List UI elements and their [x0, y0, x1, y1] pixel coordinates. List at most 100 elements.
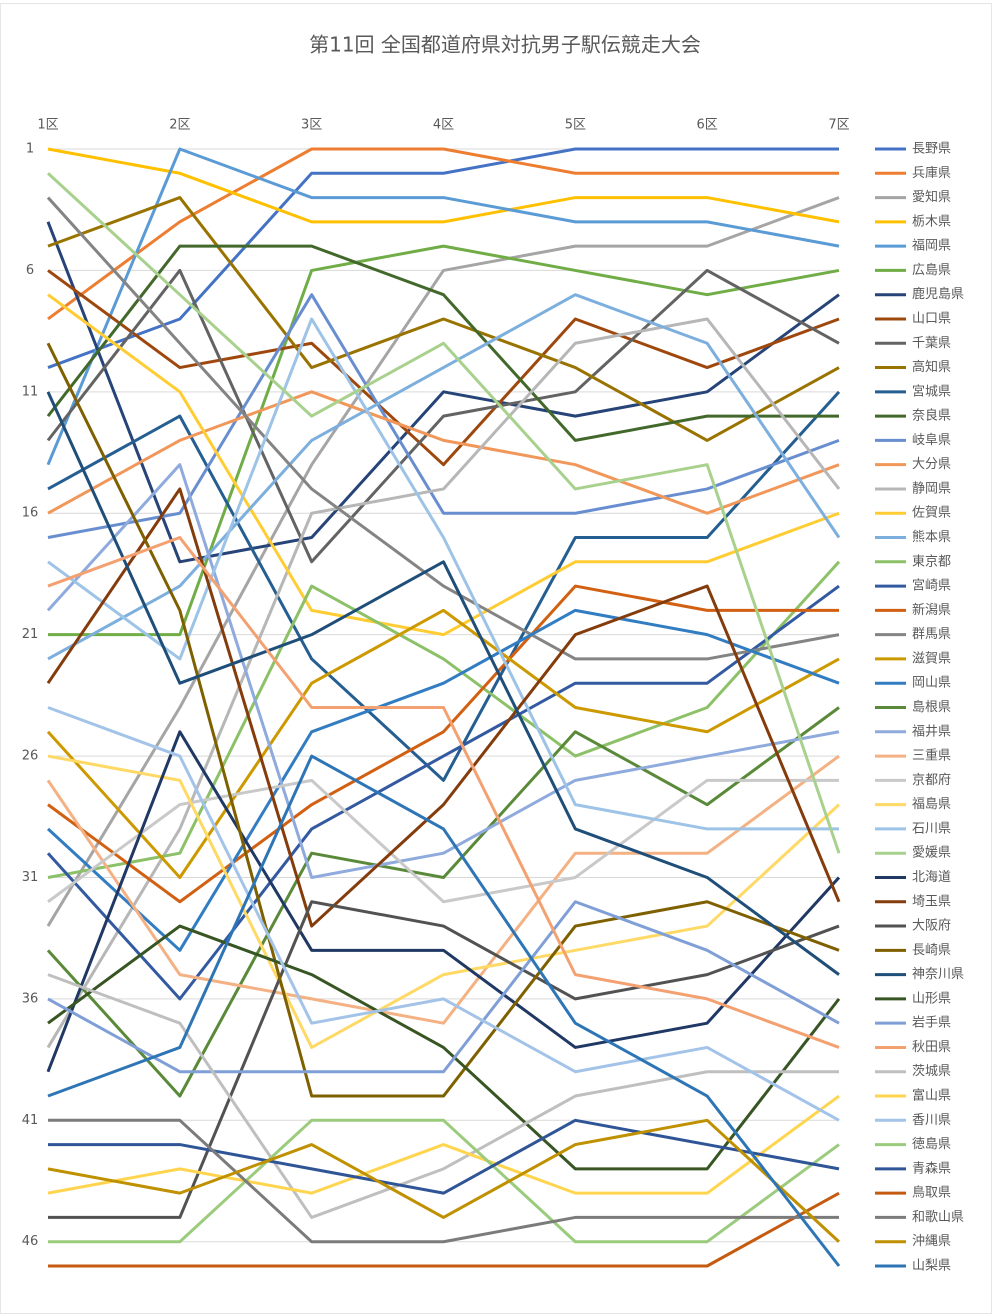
legend-label: 島根県: [912, 700, 951, 715]
legend-label: 愛媛県: [912, 846, 951, 861]
chart-title: 第11回 全国都道府県対抗男子駅伝競走大会: [309, 33, 701, 57]
legend-label: 沖縄県: [912, 1234, 951, 1249]
legend-label: 山梨県: [912, 1259, 951, 1274]
x-tick-label: 6区: [697, 118, 718, 133]
legend-label: 滋賀県: [912, 651, 951, 666]
y-tick-label: 16: [22, 506, 39, 521]
series-line: [47, 706, 840, 1122]
series-line: [46, 317, 841, 1049]
series-line: [47, 147, 839, 369]
y-tick-label: 21: [22, 627, 39, 642]
legend-label: 福島県: [912, 797, 951, 812]
y-tick-label: 1: [26, 142, 34, 157]
series-line: [46, 487, 841, 928]
series-line: [47, 754, 841, 1267]
y-tick-label: 36: [22, 991, 39, 1006]
legend-label: 宮城県: [912, 383, 951, 399]
y-tick-label: 6: [26, 263, 34, 278]
legend-label: 新潟県: [912, 602, 951, 618]
series-line: [47, 973, 839, 1219]
series-line: [47, 293, 840, 539]
y-tick-label: 46: [22, 1234, 39, 1249]
legend-label: 茨城県: [912, 1064, 951, 1079]
series-line: [46, 754, 840, 1025]
legend-label: 徳島県: [912, 1137, 951, 1152]
series-line: [48, 900, 840, 1219]
series-line: [47, 1118, 841, 1243]
legend-label: 岐阜県: [912, 432, 951, 448]
series-line: [46, 342, 840, 1098]
series-line: [47, 269, 840, 467]
legend-label: 広島県: [912, 263, 951, 278]
series-line: [46, 730, 841, 1073]
legend-label: 佐賀県: [912, 506, 951, 521]
legend-label: 高知県: [912, 359, 951, 375]
x-tick-label: 7区: [828, 118, 849, 133]
x-tick-label: 2区: [169, 118, 190, 133]
y-tick-label: 41: [22, 1113, 39, 1128]
legend-label: 大阪府: [912, 919, 951, 934]
legend-label: 静岡県: [912, 481, 951, 496]
series-line: [46, 608, 840, 952]
legend-label: 長崎県: [912, 943, 951, 958]
series-line: [46, 196, 840, 661]
legend-label: 兵庫県: [912, 166, 951, 181]
series-line: [47, 390, 841, 782]
legend-label: 山口県: [912, 311, 951, 326]
x-tick-label: 5区: [565, 118, 586, 133]
legend-label: 奈良県: [912, 408, 951, 424]
x-tick-label: 1区: [37, 118, 58, 133]
legend-label: 富山県: [912, 1088, 951, 1104]
series-line: [47, 1094, 840, 1195]
series-line: [48, 1191, 840, 1268]
legend-label: 香川県: [912, 1113, 951, 1128]
series-line: [46, 584, 840, 1001]
series-line: [48, 1118, 839, 1244]
legend-label: 群馬県: [912, 627, 951, 642]
legend-label: 埼玉県: [912, 894, 951, 909]
series-line: [46, 608, 840, 879]
legend-label: 秋田県: [912, 1040, 951, 1055]
series-line: [46, 147, 840, 466]
legend-label: 青森県: [912, 1161, 951, 1176]
series-line: [46, 268, 840, 564]
legend-label: 京都府: [912, 773, 951, 788]
legend-label: 福井県: [912, 724, 951, 739]
series-line: [47, 293, 841, 661]
legend-label: 愛知県: [912, 189, 951, 205]
legend-label: 大分県: [912, 457, 951, 472]
series-line: [47, 754, 841, 1049]
legend-label: 福岡県: [912, 239, 951, 254]
legend-label: 神奈川県: [912, 967, 964, 982]
y-tick-label: 31: [22, 870, 39, 885]
series-line: [47, 900, 840, 1074]
legend-label: 栃木県: [912, 214, 951, 229]
legend-label: 鳥取県: [912, 1186, 951, 1201]
series-line: [47, 778, 839, 904]
legend-label: 熊本県: [912, 529, 951, 545]
series-line: [47, 147, 840, 224]
legend-label: 岩手県: [912, 1016, 951, 1031]
legend-label: 三重県: [912, 748, 951, 764]
series-line: [46, 706, 840, 1098]
y-tick-label: 11: [22, 384, 39, 399]
legend-label: 山形県: [912, 991, 951, 1006]
y-tick-label: 26: [22, 749, 39, 764]
series-line: [46, 244, 839, 442]
series-line: [46, 391, 840, 976]
series-line: [47, 560, 841, 879]
series-line: [47, 924, 841, 1171]
x-tick-label: 3区: [301, 118, 322, 133]
x-tick-label: 4区: [433, 118, 454, 133]
legend-label: 千葉県: [912, 336, 951, 351]
series-line: [47, 293, 840, 637]
series-line: [47, 536, 840, 1049]
series-line: [47, 390, 840, 515]
series-line: [46, 463, 840, 879]
series-line: [46, 196, 840, 927]
series-line: [48, 1118, 840, 1195]
legend-label: 宮崎県: [912, 578, 951, 594]
series-line: [46, 172, 841, 854]
